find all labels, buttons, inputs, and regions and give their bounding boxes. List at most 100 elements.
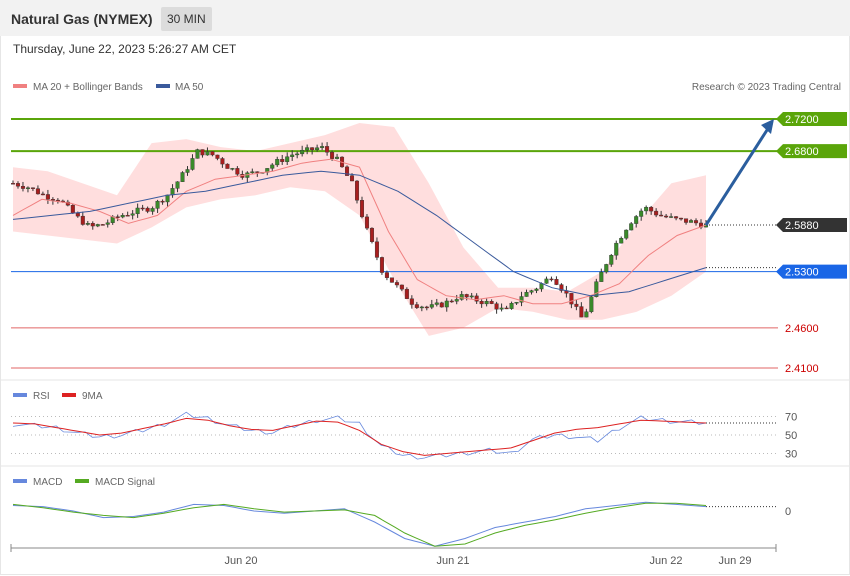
candle-body-up xyxy=(230,168,235,170)
candle xyxy=(175,181,180,193)
candle xyxy=(554,276,559,286)
candle-body-down xyxy=(330,152,335,159)
candle-body-up xyxy=(499,307,504,310)
candle xyxy=(190,154,195,171)
candle-body-up xyxy=(190,158,195,170)
candle xyxy=(499,303,504,312)
rsi-line xyxy=(12,411,707,460)
candle xyxy=(449,299,454,303)
candle-body-down xyxy=(679,217,684,220)
candle-body-down xyxy=(574,303,579,307)
candle xyxy=(679,217,684,221)
candle-body-up xyxy=(619,237,624,244)
candle xyxy=(424,305,429,311)
candle xyxy=(185,166,190,176)
rsi-panel: 70 50 30 xyxy=(11,412,797,461)
candle xyxy=(120,213,125,219)
candle-body-up xyxy=(95,224,100,227)
candle xyxy=(484,298,489,307)
candle-body-down xyxy=(280,159,285,162)
candle xyxy=(10,180,15,185)
candle xyxy=(384,270,389,281)
candle-body-up xyxy=(594,281,599,297)
candle-body-down xyxy=(355,180,360,201)
candle-body-down xyxy=(200,149,205,156)
candle xyxy=(369,227,374,244)
candle-body-up xyxy=(524,292,529,297)
price-label-tag-2.5880 xyxy=(776,218,847,233)
candle-body-up xyxy=(419,306,424,309)
candle-body-down xyxy=(115,216,120,218)
candle xyxy=(519,291,524,307)
candle-body-down xyxy=(464,294,469,298)
candle-body-down xyxy=(439,302,444,308)
candle-body-up xyxy=(484,300,489,305)
candle xyxy=(409,295,414,309)
candle-body-up xyxy=(270,164,275,169)
candle-body-up xyxy=(195,149,200,159)
candle-body-down xyxy=(684,218,689,223)
price-label-2.4100: 2.4100 xyxy=(785,363,819,375)
ma50-line xyxy=(12,170,707,297)
candle-body-up xyxy=(434,302,439,305)
candle-body-up xyxy=(155,200,160,209)
candle xyxy=(115,214,120,222)
candle xyxy=(80,211,85,226)
candle-body-up xyxy=(175,181,180,189)
candle xyxy=(594,278,599,298)
candle-body-down xyxy=(424,306,429,309)
candle xyxy=(494,301,499,314)
candle-body-up xyxy=(629,223,634,231)
candle xyxy=(210,151,215,157)
candle xyxy=(614,240,619,260)
candle-body-up xyxy=(469,295,474,298)
timeframe-badge[interactable]: 30 MIN xyxy=(161,7,212,31)
candle xyxy=(434,298,439,307)
candle-body-up xyxy=(135,207,140,214)
candle xyxy=(689,218,694,223)
candle-body-up xyxy=(290,154,295,157)
candle xyxy=(504,305,509,310)
candle-body-down xyxy=(10,183,15,185)
candle-body-down xyxy=(145,207,150,212)
macd-legend: MACD MACD Signal xyxy=(13,477,155,488)
candle xyxy=(464,293,469,301)
candle xyxy=(609,253,614,267)
candle-body-down xyxy=(649,206,654,212)
candle-body-up xyxy=(285,156,290,162)
price-label-2.4600: 2.4600 xyxy=(785,323,819,335)
rsi-ma-legend-swatch xyxy=(62,393,76,397)
ma50-legend-label: MA 50 xyxy=(175,82,204,93)
candle xyxy=(30,187,35,192)
candle xyxy=(290,150,295,161)
price-label-text-2.5880: 2.5880 xyxy=(785,220,819,232)
candle xyxy=(674,216,679,221)
candle xyxy=(255,171,260,177)
candle-body-up xyxy=(150,208,155,212)
candle-body-down xyxy=(20,186,25,189)
candle-body-down xyxy=(215,154,220,159)
candle-body-up xyxy=(599,271,604,282)
candle-body-up xyxy=(519,296,524,303)
candle-body-up xyxy=(529,290,534,293)
candle xyxy=(574,300,579,311)
candle-body-up xyxy=(689,220,694,223)
macd-panel: 0 xyxy=(12,501,791,547)
candle-body-up xyxy=(639,210,644,217)
price-label-text-2.4100: 2.4100 xyxy=(785,363,819,375)
candle xyxy=(160,199,165,205)
candle xyxy=(549,276,554,282)
candle xyxy=(374,237,379,261)
candle-body-down xyxy=(654,210,659,216)
candle-body-up xyxy=(105,222,110,225)
candle-body-down xyxy=(409,298,414,305)
candle-body-up xyxy=(669,216,674,218)
candle xyxy=(584,308,589,318)
candle-body-down xyxy=(15,183,20,187)
candle-body-down xyxy=(359,200,364,218)
candle xyxy=(444,298,449,312)
candle xyxy=(644,205,649,215)
candle xyxy=(684,218,689,225)
candle-body-up xyxy=(454,299,459,302)
